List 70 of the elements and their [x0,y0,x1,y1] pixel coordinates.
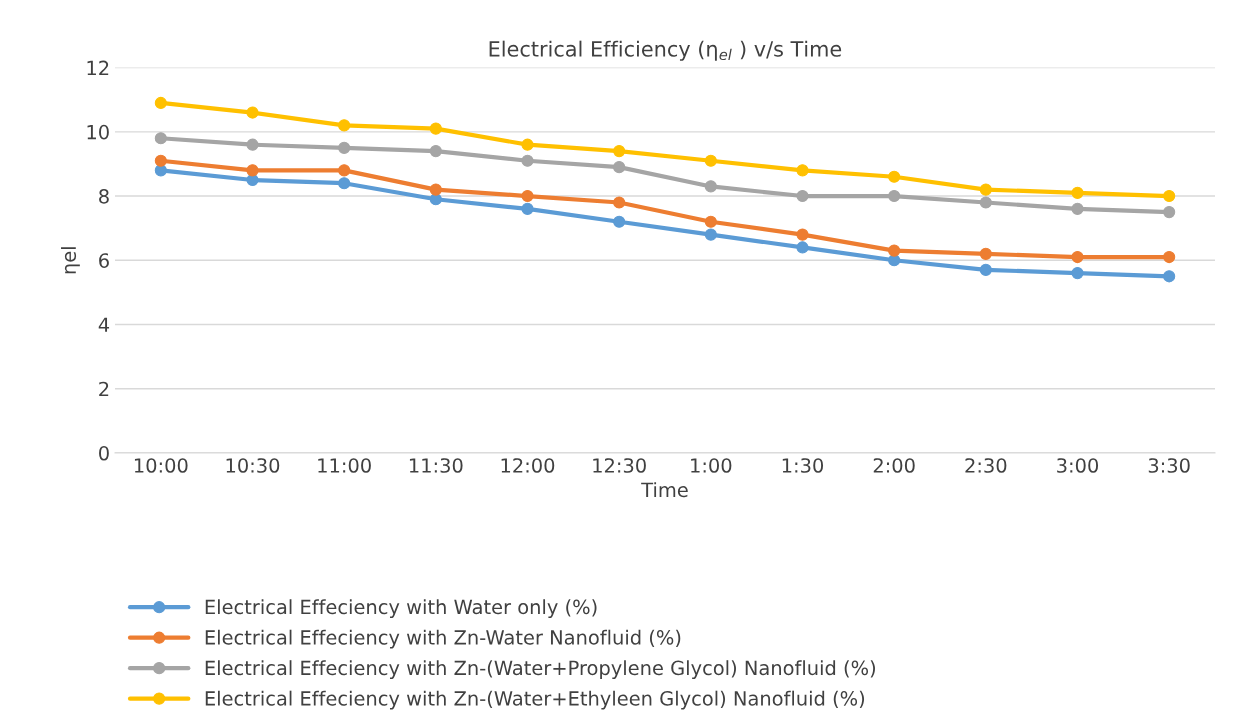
legend-label: Electrical Effeciency with Zn-(Water+Ethyleen Glycol) Nanofluid (%) [205,690,865,710]
x-tick-label: 3:30 [1148,458,1190,473]
x-tick-label: 2:00 [873,458,915,473]
point [704,228,717,241]
point [338,141,351,154]
point [338,177,351,190]
x-tick-label: 11:00 [318,458,371,473]
y-tick-label: 0 [99,445,109,461]
x-tick-label: 10:30 [226,458,280,473]
point [521,202,534,215]
point [1163,206,1176,219]
point [338,164,351,177]
point [429,122,442,135]
chart-title: Electrical Efficiency (η$_{el}$ ) v/s Time [489,40,842,61]
x-tick-label: 1:00 [691,458,732,473]
point [246,106,259,119]
point [796,228,809,241]
x-tick-label: 3:00 [1057,458,1099,473]
point [979,247,992,260]
x-tick-label: 12:30 [593,458,646,473]
y-tick-label: 8 [99,189,109,204]
point [521,189,534,203]
x-tick-label: 12:00 [501,458,555,473]
y-tick-label: 12 [87,60,109,75]
y-axis-title: ηel [61,247,80,274]
point [704,154,717,167]
point [521,154,534,167]
y-tick-label: 6 [99,253,109,268]
point [1163,189,1176,203]
y-tick-label: 10 [87,124,109,140]
point [796,164,809,177]
y-tick-label: 2 [99,381,109,397]
point [613,215,626,228]
point [979,196,992,209]
point [154,154,167,167]
point [704,180,717,193]
point [154,132,167,145]
point [429,183,442,196]
point [1163,250,1176,264]
legend-label: Electrical Effeciency with Zn-(Water+Propylene Glycol) Nanofluid (%) [205,660,875,680]
point [521,138,534,151]
point [979,263,992,276]
y-tick-label: 4 [98,317,110,332]
point [888,170,901,183]
legend-label: Electrical Effeciency with Water only (%) [205,599,597,619]
x-tick-label: 2:30 [965,458,1007,473]
point [888,189,901,203]
point [246,164,259,177]
point [1071,186,1084,199]
point [796,189,809,203]
point [1071,267,1084,280]
point [246,138,259,151]
point [1071,202,1084,215]
point [1071,250,1084,264]
x-tick-label: 11:30 [409,458,463,473]
point [888,244,901,257]
point [979,183,992,196]
point [338,119,351,132]
point [613,161,626,174]
point [704,215,717,228]
point [1163,270,1176,283]
point [613,145,626,158]
point [154,96,167,110]
x-tick-label: 10:00 [134,458,188,473]
legend-label: Electrical Effeciency with Zn-Water Nanofluid (%) [205,629,681,649]
point [429,145,442,158]
x-tick-label: 1:30 [782,458,824,473]
point [796,241,809,254]
x-axis-title: Time [641,482,688,498]
point [613,196,626,209]
